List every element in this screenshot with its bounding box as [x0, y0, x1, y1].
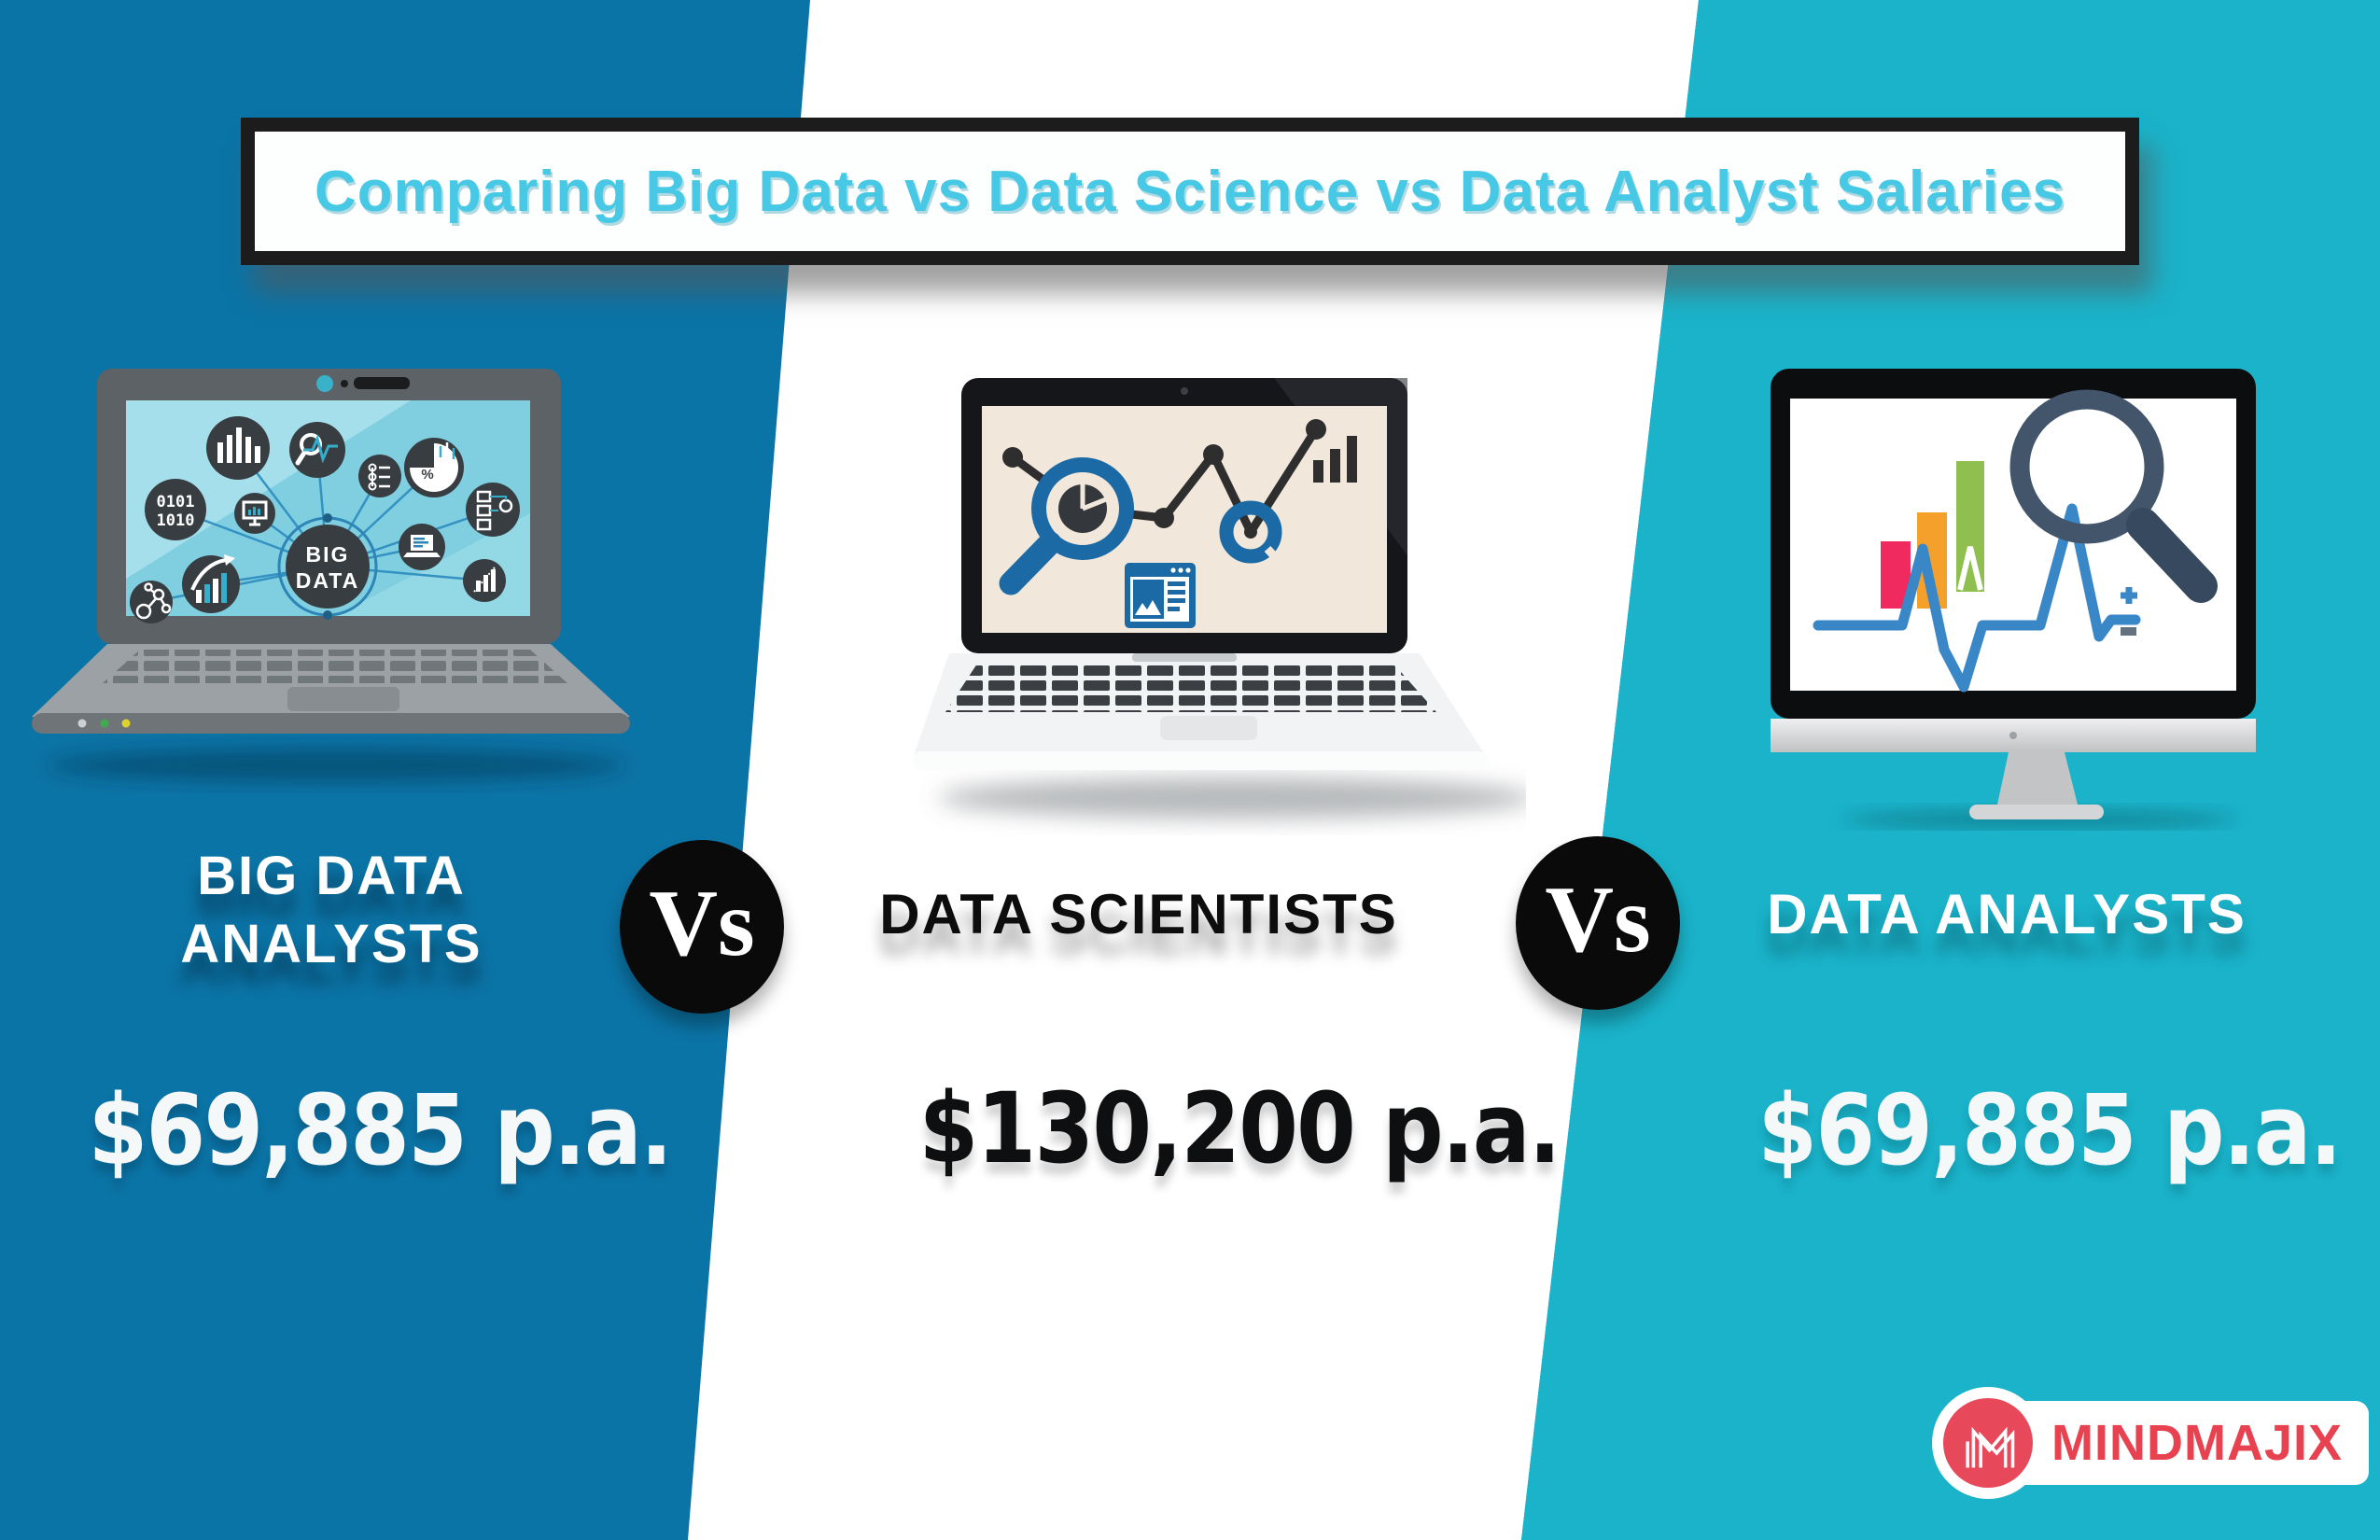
molecule-icon — [130, 581, 173, 623]
donut-chart-icon — [1219, 500, 1282, 565]
vs-badge-1-text: Vs — [649, 870, 755, 976]
vs-badge-2-text: Vs — [1545, 866, 1651, 973]
monitor-logo-dot — [2009, 732, 2017, 739]
logo-pill — [1986, 1401, 2369, 1485]
laptop-keyboard-deck — [32, 644, 630, 734]
role-label-line1: BIG DATA — [197, 846, 466, 906]
vs-badge-1: Vs — [620, 840, 784, 1014]
data-science-laptop-illustration — [912, 378, 1526, 819]
analytics-graphic — [1813, 389, 2218, 693]
label-data-analysts: DATA ANALYSTS — [1767, 883, 2247, 945]
mindmajix-monogram-icon — [1966, 1426, 2015, 1468]
plus-icon — [2121, 587, 2137, 604]
flowchart-icon — [466, 483, 520, 537]
mindmajix-logo: MINDMAJIX — [1932, 1387, 2369, 1499]
svg-text:1010: 1010 — [157, 511, 195, 530]
minus-icon — [2121, 627, 2136, 636]
salary-big-data-analysts: $69,885 p.a. — [88, 1073, 673, 1187]
label-big-data-analysts: BIG DATA ANALYSTS — [89, 843, 574, 978]
indicator-light-yellow — [121, 719, 131, 728]
bar-chart-icon — [1313, 436, 1357, 483]
candlestick-icon — [463, 559, 506, 602]
logo-red-circle — [1943, 1398, 2033, 1488]
monitor-stand-neck — [1997, 752, 2078, 805]
magnifier-pie-icon — [999, 457, 1134, 595]
magnifier-pulse-icon — [289, 422, 345, 478]
webcam-icon — [1181, 387, 1188, 395]
page-title: Comparing Big Data vs Data Science vs Da… — [314, 159, 2066, 224]
speaker-notch — [354, 377, 410, 389]
svg-text:BIG: BIG — [306, 542, 350, 567]
analytics-screen — [982, 406, 1387, 633]
title-banner: Comparing Big Data vs Data Science vs Da… — [241, 118, 2139, 265]
svg-text:DATA: DATA — [296, 568, 359, 593]
role-label-line2: ANALYSTS — [180, 913, 483, 974]
checklist-icon — [358, 455, 401, 497]
big-data-hub: BIG DATA — [277, 513, 378, 620]
equalizer-bars-icon — [206, 416, 270, 480]
indicator-light-white — [77, 719, 87, 728]
salary-data-scientists: $130,200 p.a. — [918, 1071, 1561, 1185]
growth-arrow-icon — [182, 554, 240, 613]
webcam-dot-icon — [341, 380, 348, 387]
svg-text:%: % — [421, 467, 433, 483]
svg-text:0101: 0101 — [157, 493, 195, 511]
binary-code-icon: 0101 1010 — [145, 479, 206, 540]
pulse-line — [1813, 503, 2141, 693]
vs-badge-2: Vs — [1516, 836, 1680, 1010]
laptop-shadow — [938, 777, 1526, 819]
brand-name: MINDMAJIX — [2051, 1415, 2344, 1471]
salary-data-analysts: $69,885 p.a. — [1757, 1073, 2342, 1187]
label-data-scientists: DATA SCIENTISTS — [879, 883, 1398, 945]
big-data-laptop-illustration: 0101 1010 — [32, 369, 630, 782]
pie-percent-icon: % — [404, 438, 464, 497]
monitor-stand-foot — [1969, 805, 2104, 819]
indicator-light-green — [100, 719, 109, 728]
laptop-shadow — [47, 749, 625, 782]
green-bar — [1956, 461, 1984, 592]
pulse-highlight — [1957, 546, 1983, 591]
big-data-screen: 0101 1010 — [126, 400, 530, 623]
browser-window-icon — [1125, 563, 1196, 628]
data-analyst-monitor-illustration — [1771, 369, 2256, 829]
title-banner-inner: Comparing Big Data vs Data Science vs Da… — [255, 132, 2125, 251]
webcam-icon — [316, 375, 333, 392]
magnifier-icon — [2009, 389, 2218, 603]
laptop-icon — [399, 524, 445, 570]
monitor-chart-icon — [234, 493, 275, 534]
laptop-keyboard-deck — [912, 653, 1489, 770]
